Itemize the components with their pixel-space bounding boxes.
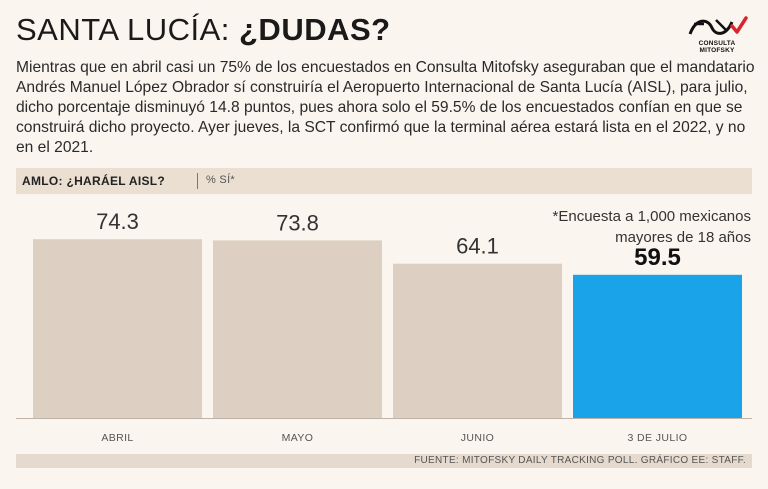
category-label-3: JUNIO bbox=[461, 432, 495, 444]
chart-unit: % SÍ* bbox=[206, 174, 236, 186]
category-label-1: ABRIL bbox=[101, 432, 133, 444]
title-bold: ¿DUDAS? bbox=[239, 12, 391, 47]
chart-subhead: AMLO: ¿HARÁEL AISL? % SÍ* bbox=[16, 168, 752, 194]
bar-3 bbox=[393, 263, 562, 418]
survey-note: *Encuesta a 1,000 mexicanos mayores de 1… bbox=[491, 206, 751, 248]
survey-note-line2: mayores de 18 años bbox=[615, 229, 751, 246]
value-label-4: 59.5 bbox=[634, 244, 681, 271]
category-label-2: MAYO bbox=[282, 432, 314, 444]
category-label-4: 3 DE JULIO bbox=[627, 432, 687, 444]
bar-1 bbox=[33, 239, 202, 418]
intro-paragraph: Mientras que en abril casi un 75% de los… bbox=[16, 59, 755, 156]
value-label-3: 64.1 bbox=[456, 234, 499, 259]
bar-4 bbox=[573, 274, 742, 418]
subhead-divider bbox=[197, 173, 198, 189]
title-light: SANTA LUCÍA: bbox=[16, 12, 239, 47]
logo-text: CONSULTA MITOFSKY bbox=[698, 40, 736, 54]
mitofsky-logo: CONSULTA MITOFSKY bbox=[686, 14, 748, 54]
logo-icon bbox=[688, 16, 748, 35]
chart-question: AMLO: ¿HARÁEL AISL? bbox=[22, 174, 166, 188]
source-credit: FUENTE: MITOFSKY DAILY TRACKING POLL. GR… bbox=[414, 455, 746, 466]
page-title: SANTA LUCÍA: ¿DUDAS? bbox=[16, 12, 391, 48]
bar-2 bbox=[213, 240, 382, 418]
survey-note-line1: *Encuesta a 1,000 mexicanos bbox=[552, 208, 751, 225]
footer-bar: FUENTE: MITOFSKY DAILY TRACKING POLL. GR… bbox=[16, 454, 752, 468]
value-label-2: 73.8 bbox=[276, 210, 319, 235]
value-label-1: 74.3 bbox=[96, 209, 139, 234]
